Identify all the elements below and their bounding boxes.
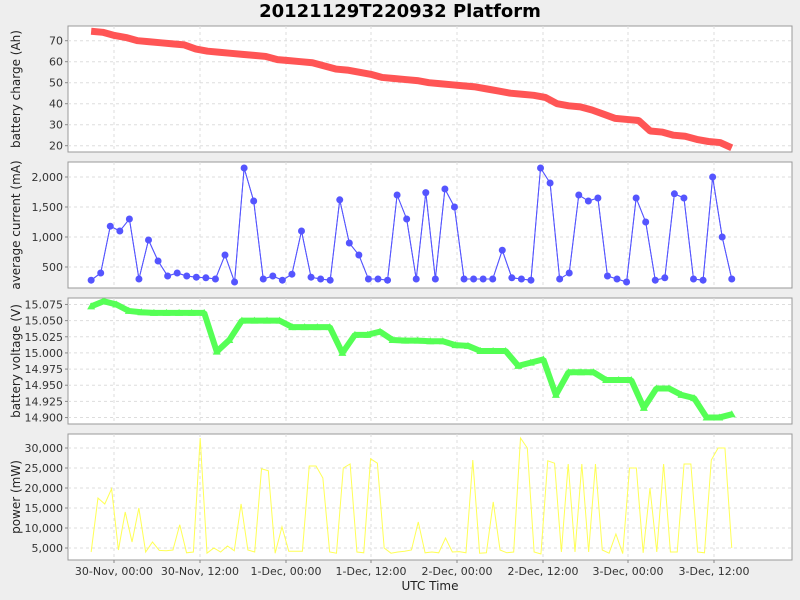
y-tick-label: 10,000 <box>25 522 64 535</box>
y-tick-label: 5,000 <box>32 542 64 555</box>
y-axis-label: power (mW) <box>9 460 23 534</box>
panel-power: 5,000 10,000 15,000 20,000 25,000 30,000power… <box>9 433 793 561</box>
y-axis-label: average current (mA) <box>9 160 23 289</box>
y-tick-label: 1,000 <box>32 231 64 244</box>
y-tick-label: 15.050 <box>25 315 64 328</box>
y-tick-label: 20 <box>49 140 63 153</box>
y-tick-label: 30,000 <box>25 442 64 455</box>
y-axis-label: battery charge (Ah) <box>9 30 23 148</box>
y-tick-label: 60 <box>49 56 63 69</box>
y-tick-label: 1,500 <box>32 201 64 214</box>
y-tick-label: 500 <box>42 261 63 274</box>
chart-title: 20121129T220932 Platform <box>259 1 541 22</box>
y-tick-label: 14.925 <box>25 395 64 408</box>
y-axis-label: battery voltage (V) <box>9 304 23 418</box>
series-battery-voltage <box>87 298 736 421</box>
x-tick-label: 30-Nov, 00:00 <box>75 565 153 578</box>
y-tick-label: 25,000 <box>25 462 64 475</box>
y-tick-label: 14.975 <box>25 363 64 376</box>
x-tick-label: 3-Dec, 12:00 <box>679 565 750 578</box>
y-tick-label: 15.075 <box>25 298 64 311</box>
y-tick-label: 2,000 <box>32 171 64 184</box>
panel-battery-voltage: 14.900 14.925 14.950 14.975 15.000 15.025 15.0… <box>9 297 793 425</box>
y-tick-label: 14.950 <box>25 379 64 392</box>
y-tick-label: 15.000 <box>25 347 64 360</box>
panel-battery-charge: 20 30 40 50 60 70 battery charge (Ah) <box>9 25 793 153</box>
y-tick-label: 50 <box>49 77 63 90</box>
series-battery-charge <box>90 27 734 151</box>
x-axis-label: UTC Time <box>402 579 459 593</box>
y-tick-label: 20,000 <box>25 482 64 495</box>
x-tick-label: 1-Dec, 12:00 <box>336 565 407 578</box>
x-tick-label: 30-Nov, 12:00 <box>161 565 239 578</box>
x-tick-label: 2-Dec, 12:00 <box>508 565 579 578</box>
x-tick-label: 1-Dec, 00:00 <box>251 565 322 578</box>
x-tick-label: 2-Dec, 00:00 <box>422 565 493 578</box>
y-tick-label: 15.025 <box>25 331 64 344</box>
panel-average-current: 500 1,000 1,500 2,000 average current (mA) <box>9 160 793 290</box>
x-tick-label: 3-Dec, 00:00 <box>593 565 664 578</box>
series-average-current <box>87 164 736 286</box>
series-power <box>90 436 733 555</box>
y-tick-label: 70 <box>49 35 63 48</box>
y-tick-label: 15,000 <box>25 502 64 515</box>
y-tick-label: 40 <box>49 98 63 111</box>
y-tick-label: 30 <box>49 119 63 132</box>
y-tick-label: 14.900 <box>25 412 64 425</box>
